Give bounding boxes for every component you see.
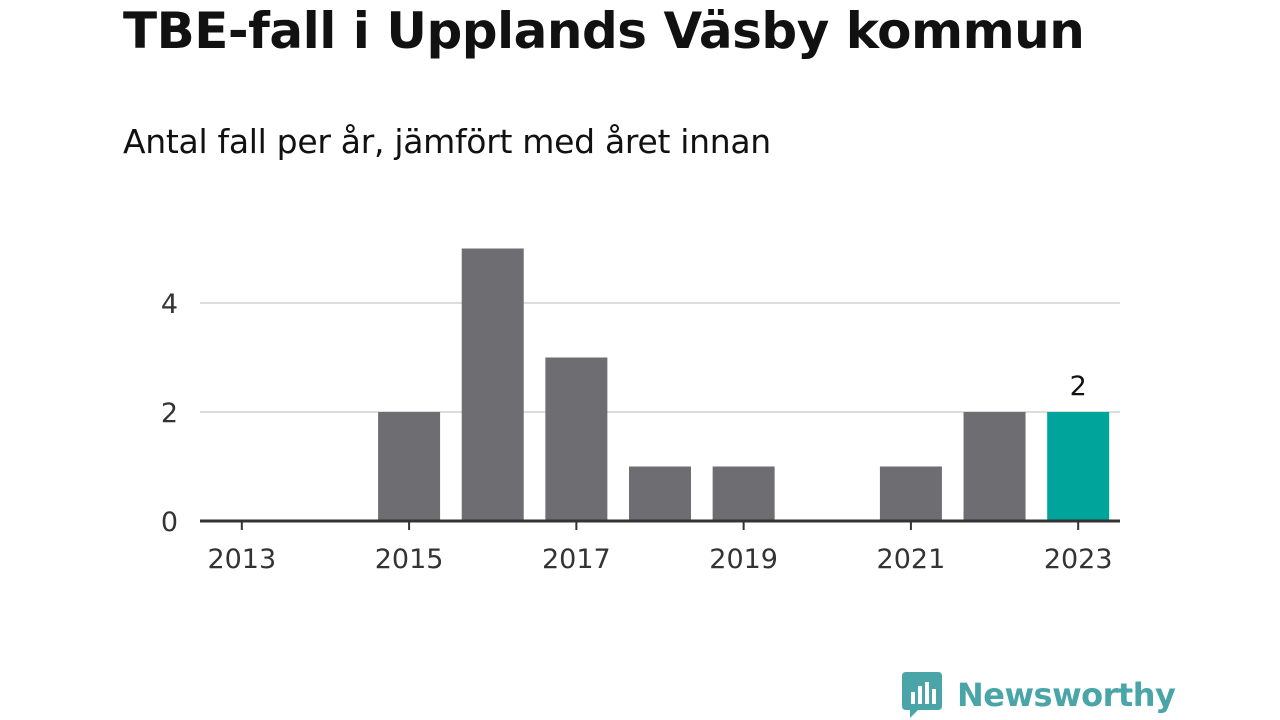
x-tick-label-2019: 2019 — [709, 544, 778, 575]
data-label-2023: 2 — [1070, 371, 1087, 402]
y-tick-label-0: 0 — [161, 507, 178, 538]
newsworthy-logo: Newsworthy — [902, 670, 1176, 720]
x-tick-label-2023: 2023 — [1044, 544, 1113, 575]
chart-subtitle: Antal fall per år, jämfört med året inna… — [123, 122, 771, 161]
bar-2015 — [378, 412, 441, 521]
bar-2017 — [545, 357, 608, 521]
y-tick-label-2: 2 — [161, 398, 178, 429]
x-tick-label-2021: 2021 — [877, 544, 946, 575]
brand-name: Newsworthy — [957, 676, 1176, 714]
x-tick-label-2017: 2017 — [542, 544, 611, 575]
bar-chart: 0 2 4 2013 2015 2017 2019 2021 2023 2 — [161, 248, 1120, 575]
bar-2022 — [963, 412, 1026, 521]
chart-title: TBE-fall i Upplands Väsby kommun — [123, 2, 1085, 60]
bar-2019 — [712, 466, 775, 521]
bar-chart-speech-bubble-icon — [902, 672, 942, 718]
x-tick-label-2013: 2013 — [207, 544, 276, 575]
bar-2016 — [461, 248, 524, 521]
y-tick-label-4: 4 — [161, 289, 178, 320]
bar-2021 — [879, 466, 942, 521]
x-tick-label-2015: 2015 — [375, 544, 444, 575]
bar-2018 — [629, 466, 691, 521]
bar-2023 — [1047, 412, 1110, 521]
